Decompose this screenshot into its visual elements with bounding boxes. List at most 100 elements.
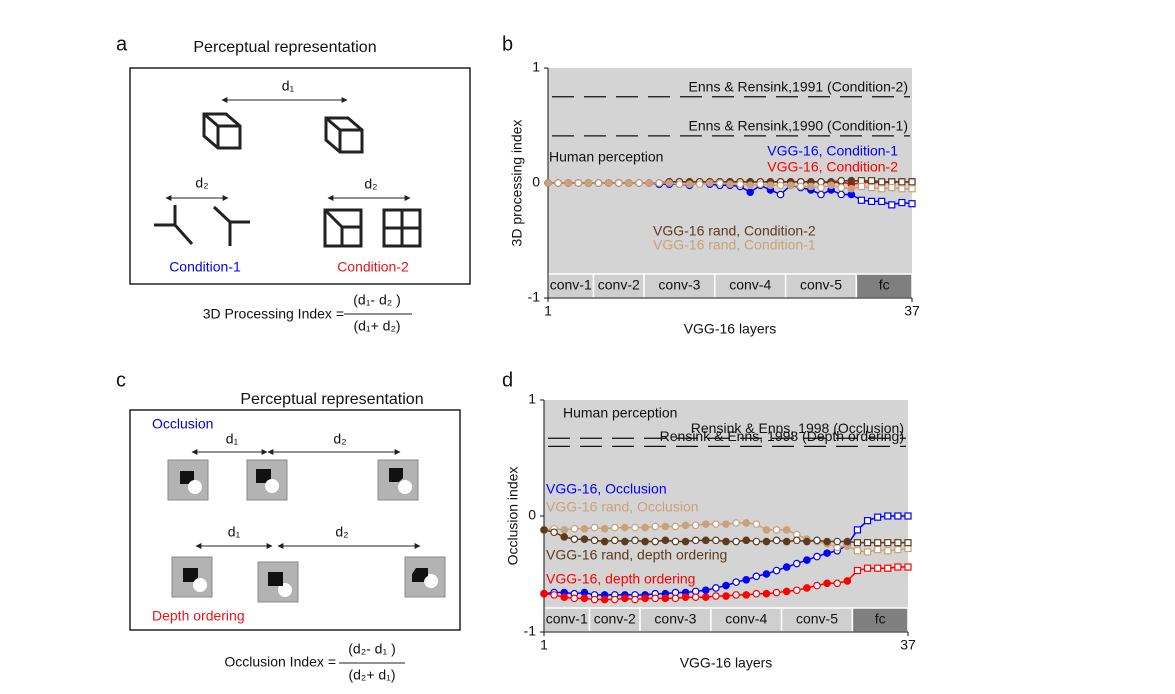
marker: [847, 176, 856, 185]
stimulus: [404, 556, 446, 598]
panel-letter: d: [502, 369, 513, 391]
marker: [675, 180, 684, 188]
marker: [641, 523, 649, 532]
stimulus: [257, 561, 299, 603]
marker: [863, 564, 872, 572]
marker: [600, 595, 609, 604]
layer-block: [855, 273, 913, 299]
marker: [837, 176, 846, 185]
legend-label: VGG-16 rand, Condition-1: [653, 237, 816, 253]
layer-block-label: conv-4: [729, 277, 771, 293]
marker: [681, 521, 690, 530]
marker: [888, 184, 896, 192]
marker: [594, 179, 603, 187]
y-tick-label: 0: [532, 174, 540, 190]
layer-block: [639, 607, 712, 633]
marker: [540, 589, 548, 598]
marker: [782, 526, 791, 534]
marker: [772, 566, 781, 575]
marker: [796, 182, 805, 191]
marker: [863, 517, 872, 525]
marker: [898, 178, 906, 186]
marker: [863, 539, 872, 547]
marker: [833, 579, 842, 588]
cube: [324, 116, 364, 154]
marker: [712, 592, 720, 600]
distance-label: d₁: [226, 431, 239, 447]
panel-letter: a: [116, 33, 128, 55]
marker: [641, 537, 649, 546]
marker: [898, 198, 906, 207]
legend-label: VGG-16 rand, Occlusion: [546, 499, 699, 515]
formula-numerator: (d₁- d₂ ): [353, 292, 401, 308]
marker: [732, 591, 740, 599]
distance-label: d₂: [195, 175, 208, 191]
marker: [722, 520, 730, 528]
marker: [641, 594, 649, 603]
marker: [736, 180, 744, 188]
marker: [756, 180, 765, 188]
formula-name: 3D Processing Index =: [203, 306, 344, 322]
marker: [732, 519, 740, 527]
reference-label: Enns & Rensink,1990 (Condition-1): [689, 118, 908, 134]
y-tick-label: 1: [528, 391, 536, 407]
y-axis-label: 3D processing index: [509, 120, 525, 247]
marker: [635, 179, 643, 187]
marker: [857, 182, 866, 191]
marker: [631, 523, 639, 532]
marker: [621, 537, 629, 546]
cube: [202, 112, 242, 150]
formula-numerator: (d₂- d₁ ): [348, 641, 396, 657]
layer-block-label: conv-1: [546, 611, 588, 627]
marker: [540, 526, 548, 534]
marker: [732, 578, 740, 586]
marker: [904, 563, 912, 571]
marker: [908, 185, 916, 193]
y-axis-label: Occlusion index: [505, 467, 521, 566]
junction: [212, 205, 250, 246]
marker: [661, 522, 670, 531]
marker: [712, 520, 720, 528]
chart: d Rensink & Enns, 1998 (Occlusion)Rensink…: [502, 369, 916, 670]
marker: [863, 548, 872, 556]
marker: [843, 537, 852, 546]
marker: [888, 201, 896, 209]
square-figure: [382, 208, 422, 248]
marker: [752, 537, 761, 546]
marker: [867, 184, 876, 192]
marker: [874, 539, 882, 547]
marker: [742, 591, 751, 599]
marker: [712, 536, 720, 545]
marker: [742, 519, 751, 527]
marker: [782, 537, 791, 546]
legend-label: VGG-16, Occlusion: [546, 481, 667, 497]
marker: [803, 556, 811, 564]
marker: [671, 594, 680, 603]
reference-label: Rensink & Enns, 1998 (Depth ordering): [660, 428, 904, 444]
marker: [610, 536, 619, 545]
marker: [837, 183, 846, 192]
marker: [898, 185, 906, 193]
marker: [786, 181, 795, 190]
marker: [614, 179, 623, 187]
marker: [651, 594, 660, 603]
junction: [154, 205, 194, 246]
marker: [705, 179, 714, 187]
marker: [746, 181, 755, 190]
marker: [610, 523, 619, 532]
marker: [570, 594, 579, 603]
marker: [772, 588, 781, 597]
marker: [833, 537, 842, 546]
marker: [792, 586, 801, 595]
marker: [600, 537, 609, 546]
marker: [610, 595, 619, 604]
marker: [772, 526, 781, 534]
marker: [884, 539, 892, 547]
marker: [600, 524, 609, 533]
marker: [584, 179, 593, 187]
marker: [752, 589, 761, 598]
layer-block-label: conv-5: [796, 611, 838, 627]
marker: [564, 179, 573, 187]
distance-label: d₂: [333, 431, 346, 447]
x-tick-label: 37: [904, 303, 920, 319]
